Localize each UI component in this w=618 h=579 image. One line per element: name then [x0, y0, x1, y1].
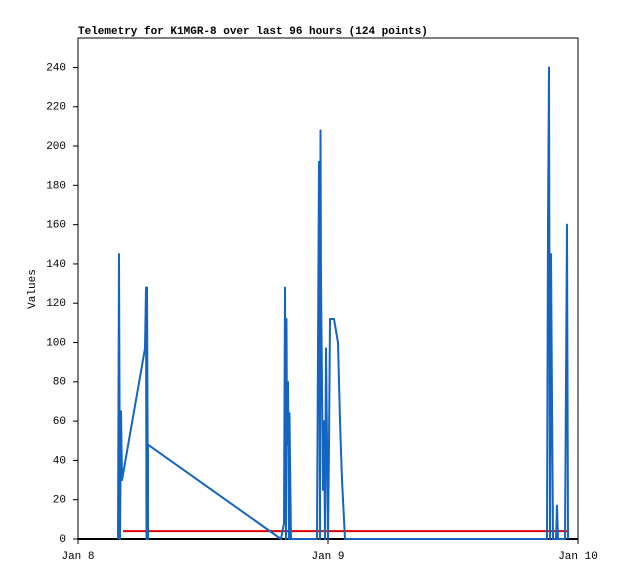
y-tick-label: 240 — [46, 62, 66, 74]
y-tick-label: 140 — [46, 259, 66, 271]
y-tick-label: 20 — [53, 495, 66, 507]
y-tick-label: 120 — [46, 298, 66, 310]
y-tick-label: 180 — [46, 180, 66, 192]
y-tick-label: 160 — [46, 220, 66, 232]
series-line — [117, 66, 569, 540]
y-tick-label: 220 — [46, 102, 66, 114]
y-tick-label: 60 — [53, 416, 66, 428]
chart-title: Telemetry for K1MGR-8 over last 96 hours… — [78, 26, 428, 38]
y-tick-label: 200 — [46, 141, 66, 153]
y-tick-label: 80 — [53, 377, 66, 389]
y-tick-label: 40 — [53, 455, 66, 467]
y-tick-label: 0 — [59, 534, 66, 546]
y-axis-label: Values — [27, 269, 39, 309]
y-tick-label: 100 — [46, 337, 66, 349]
x-tick-label: Jan 8 — [61, 551, 94, 563]
x-tick-label: Jan 10 — [558, 551, 598, 563]
x-tick-label: Jan 9 — [311, 551, 344, 563]
